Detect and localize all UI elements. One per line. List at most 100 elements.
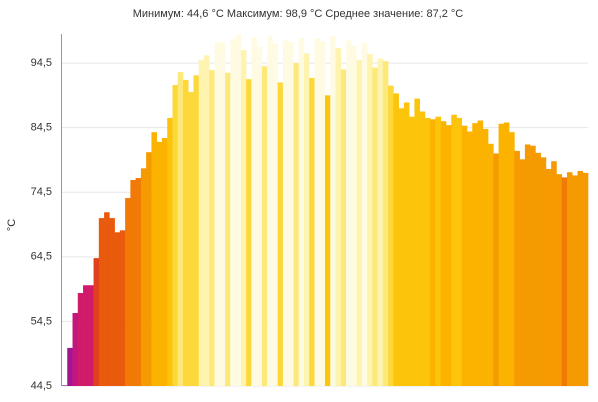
bar	[193, 75, 200, 386]
bar	[167, 117, 173, 386]
bar	[114, 232, 121, 386]
bar	[440, 121, 447, 386]
bar	[130, 179, 136, 386]
bar	[125, 198, 131, 386]
bar	[319, 41, 326, 387]
bar	[151, 132, 157, 386]
bar	[467, 131, 473, 386]
bar	[545, 168, 552, 386]
bar	[582, 172, 589, 386]
bar	[209, 70, 215, 386]
bar	[403, 102, 410, 386]
bar	[519, 159, 526, 386]
bar	[177, 72, 184, 387]
bar	[83, 285, 89, 386]
bar	[498, 123, 505, 386]
bar	[261, 66, 268, 386]
bar	[204, 55, 210, 387]
y-tick-label: 84,5	[31, 122, 52, 134]
bar	[182, 79, 189, 387]
bar	[188, 92, 194, 386]
bar	[325, 95, 331, 387]
bar	[561, 177, 568, 386]
bar	[456, 117, 463, 386]
bar	[298, 37, 305, 386]
bar	[225, 72, 231, 387]
y-tick-label: 44,5	[31, 380, 52, 392]
bar	[488, 143, 494, 386]
bar	[288, 41, 294, 386]
bar	[461, 125, 468, 387]
bar	[472, 123, 478, 386]
bar	[435, 116, 442, 386]
bar	[93, 258, 100, 386]
bar	[419, 111, 426, 387]
bar	[256, 46, 263, 387]
bar	[140, 168, 147, 386]
y-tick-label: 64,5	[31, 251, 52, 263]
bar	[577, 170, 584, 386]
bar	[493, 153, 499, 386]
bar	[367, 54, 373, 386]
bar	[146, 152, 152, 386]
bar	[246, 79, 252, 387]
bar	[72, 313, 79, 386]
bar	[503, 122, 510, 386]
bar	[398, 108, 405, 386]
bar	[414, 98, 420, 386]
bar	[451, 114, 457, 386]
bar	[219, 42, 226, 386]
bar	[335, 48, 342, 387]
y-tick-label: 94,5	[31, 57, 52, 69]
bar	[303, 53, 310, 386]
bar	[535, 152, 541, 386]
bar	[409, 116, 415, 386]
bar	[388, 85, 394, 386]
bar	[330, 35, 336, 386]
bar	[445, 125, 452, 387]
bar	[77, 292, 84, 386]
bar	[361, 43, 368, 386]
bar	[566, 172, 573, 386]
bar	[356, 59, 363, 386]
bar	[161, 137, 168, 386]
bar	[272, 43, 278, 386]
bar	[509, 132, 515, 386]
bar	[377, 58, 384, 386]
bar	[267, 36, 273, 386]
y-axis-label: °C	[6, 219, 18, 231]
bar	[346, 40, 352, 387]
bar	[214, 42, 221, 386]
bar	[293, 63, 299, 387]
bar	[351, 45, 357, 387]
bar	[251, 37, 257, 386]
bar	[430, 119, 436, 387]
bar	[282, 40, 289, 387]
bar	[393, 93, 399, 387]
bar	[556, 174, 562, 386]
bar	[372, 67, 378, 386]
bar	[514, 150, 520, 386]
bar	[109, 218, 115, 386]
bar	[88, 285, 94, 386]
bar	[277, 82, 284, 386]
bar	[235, 34, 242, 386]
bar	[62, 385, 68, 386]
bar	[67, 347, 73, 386]
bar	[309, 77, 315, 387]
bar	[230, 39, 236, 387]
bar	[172, 85, 179, 386]
bar	[551, 161, 557, 386]
bar	[119, 230, 126, 386]
y-tick-label: 54,5	[31, 315, 52, 327]
bar	[382, 61, 389, 386]
bar	[98, 218, 105, 386]
bar	[104, 212, 110, 386]
bar	[198, 59, 205, 386]
chart-title: Минимум: 44,6 °C Максимум: 98,9 °C Средн…	[133, 8, 464, 20]
bar	[314, 38, 321, 387]
bar	[156, 141, 163, 386]
bar	[482, 128, 489, 386]
bar	[572, 175, 578, 386]
